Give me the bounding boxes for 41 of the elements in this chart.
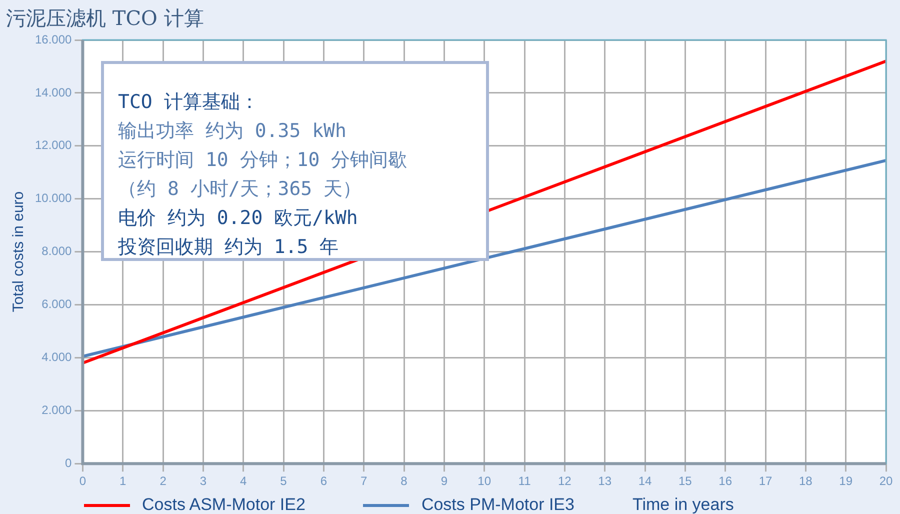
x-tick-label: 7 [360, 474, 368, 488]
annotation: 输出功率 约为 0.35 kWh [118, 119, 348, 144]
x-tick-label: 15 [678, 474, 692, 488]
annotation: （约 8 小时/天；365 天） [118, 177, 363, 202]
y-tick-label: 0 [65, 456, 72, 470]
legend-label: Costs PM-Motor IE3 [421, 495, 574, 514]
x-tick-label: 20 [879, 474, 893, 488]
x-tick-label: 18 [798, 474, 813, 488]
x-tick-label: 10 [478, 474, 492, 488]
x-tick-label: 2 [160, 474, 167, 488]
x-tick-label: 0 [79, 474, 86, 488]
x-tick-label: 6 [320, 474, 328, 488]
annotation: 投资回收期 约为 1.5 年 [118, 235, 340, 260]
x-tick-label: 12 [558, 474, 572, 488]
annotation: TCO 计算基础： [118, 90, 260, 115]
y-tick-label: 16.000 [35, 32, 72, 46]
x-tick-label: 4 [240, 474, 248, 488]
y-tick-label: 4.000 [42, 350, 72, 364]
chart-title: 污泥压滤机 TCO 计算 [6, 6, 204, 30]
x-tick-label: 13 [598, 474, 612, 488]
x-tick-label: 19 [839, 474, 853, 488]
annotation: 运行时间 10 分钟；10 分钟间歇 [118, 148, 408, 173]
x-tick-label: 5 [280, 474, 288, 488]
x-tick-label: 16 [718, 474, 732, 488]
y-tick-label: 12.000 [35, 138, 72, 152]
x-tick-label: 1 [120, 474, 127, 488]
legend-label: Costs ASM-Motor IE2 [142, 495, 306, 514]
x-axis-title: Time in years [632, 495, 734, 514]
y-tick-label: 8.000 [42, 244, 72, 258]
y-tick-label: 10.000 [35, 191, 72, 206]
y-tick-label: 14.000 [35, 85, 72, 100]
annotation: 电价 约为 0.20 欧元/kWh [118, 206, 359, 231]
y-axis-title: Total costs in euro [10, 191, 28, 312]
y-tick-label: 6.000 [42, 297, 72, 312]
x-tick-label: 9 [440, 474, 448, 488]
y-tick-label: 2.000 [42, 402, 72, 417]
x-tick-label: 3 [200, 474, 207, 488]
x-tick-label: 17 [758, 474, 772, 488]
x-tick-label: 8 [400, 474, 408, 488]
x-tick-label: 14 [638, 474, 652, 488]
x-tick-label: 11 [518, 474, 532, 488]
